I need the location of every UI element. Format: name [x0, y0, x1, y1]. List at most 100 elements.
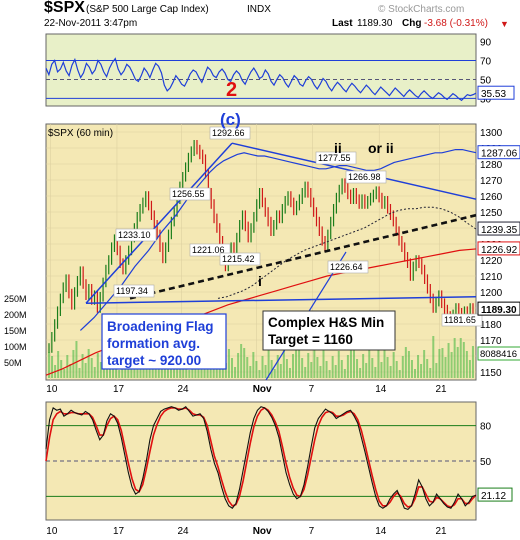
volume-bar: [267, 333, 270, 378]
volume-bar: [447, 343, 450, 378]
price-tick-label: 1270: [480, 176, 503, 187]
moving-average-line: [79, 149, 477, 331]
price-tick-label: 1150: [480, 368, 502, 379]
volume-bar: [432, 336, 435, 378]
volume-bar: [471, 346, 474, 378]
price-x-tick-label: 10: [46, 384, 58, 395]
volume-bar: [417, 355, 420, 378]
indicator-tick-label: 70: [480, 57, 492, 68]
broadening-upper-trendline: [85, 142, 233, 304]
volume-bar: [319, 366, 322, 378]
volume-bar: [374, 367, 377, 378]
broadening-flag-text: target ~ 920.00: [107, 353, 201, 368]
price-x-tick-label: 24: [177, 384, 189, 395]
volume-tick-label: 50M: [4, 358, 22, 368]
price-tick-label: 1170: [480, 336, 502, 347]
chg-value: -3.68 (-0.31%): [424, 18, 488, 29]
volume-bar: [285, 359, 288, 378]
volume-bar: [304, 367, 307, 378]
stochastic-fast-line: [45, 405, 477, 511]
volume-bar: [63, 369, 66, 378]
hs-target-text: Complex H&S Min: [268, 315, 384, 330]
price-label-box: [315, 151, 357, 165]
volume-bar: [90, 358, 93, 378]
volume-bar: [398, 370, 401, 378]
broadening-flag-text: formation avg.: [107, 336, 200, 351]
volume-bar: [270, 360, 273, 378]
price-label-box: [327, 260, 369, 274]
volume-bar: [237, 353, 240, 378]
volume-bar: [465, 351, 468, 378]
volume-bar: [133, 369, 136, 378]
volume-bar: [456, 347, 459, 378]
wave-or-ii-label: or ii: [368, 140, 394, 156]
price-label: 1266.98: [348, 172, 381, 182]
price-tick-label: 1280: [480, 160, 503, 171]
volume-bar: [331, 356, 334, 378]
volume-bar: [368, 349, 371, 378]
volume-bar: [255, 361, 258, 378]
volume-tick-label: 150M: [4, 326, 27, 336]
volume-bar: [383, 348, 386, 378]
wave-c-label: (c): [220, 110, 241, 129]
price-label: 1233.10: [118, 230, 151, 240]
volume-bar: [69, 364, 72, 378]
volume-bar: [84, 363, 87, 378]
volume-bar: [48, 352, 50, 378]
volume-bar: [462, 342, 465, 378]
price-x-tick-label: 17: [113, 384, 125, 395]
volume-bar: [435, 363, 438, 378]
volume-bar: [93, 367, 96, 378]
volume-bar: [301, 358, 304, 378]
price-tick-label: 1250: [480, 208, 503, 219]
volume-bar: [325, 361, 328, 378]
volume-bar: [313, 348, 316, 378]
volume-bar: [249, 366, 252, 378]
volume-bar: [353, 350, 355, 378]
bottom-value-tag: [477, 487, 513, 502]
price-label: 1197.34: [116, 286, 148, 296]
volume-bar: [264, 365, 267, 378]
price-axis-tag-text: 1189.30: [481, 305, 517, 316]
bottom-x-tick-label: 14: [375, 526, 387, 537]
volume-bar: [371, 358, 374, 378]
down-arrow-icon: ▼: [500, 19, 509, 29]
price-label: 1181.65: [444, 315, 476, 325]
price-tick-label: 1200: [480, 288, 503, 299]
stochastic-slow-line: [45, 406, 477, 508]
volume-bar: [203, 369, 206, 378]
price-label-box: [115, 228, 157, 242]
bottom-x-tick-label: 7: [309, 526, 315, 537]
volume-bar: [240, 344, 243, 378]
volume-bar: [362, 354, 365, 378]
watermark: © StockCharts.com: [378, 4, 465, 15]
volume-bar: [404, 347, 407, 378]
volume-bar: [57, 351, 60, 378]
volume-bar: [78, 368, 81, 378]
wave-i-label: i: [258, 273, 262, 289]
price-axis-tag: [477, 241, 520, 256]
index-name: (S&P 500 Large Cap Index): [86, 4, 209, 15]
volume-bar: [468, 360, 471, 378]
volume-bar: [81, 354, 84, 378]
bottom-tick-label: 80: [480, 422, 492, 433]
bottom-x-tick-label: Nov: [253, 526, 272, 537]
volume-last-tag: [477, 346, 520, 361]
volume-bar: [109, 366, 111, 378]
volume-bar: [194, 365, 197, 378]
bottom-x-tick-label: 10: [46, 526, 58, 537]
volume-bar: [179, 366, 182, 378]
volume-tick-label: 250M: [4, 294, 27, 304]
volume-bar: [389, 366, 392, 378]
volume-bar: [392, 352, 395, 378]
hs-target-text: Target = 1160: [268, 332, 353, 347]
volume-bar: [328, 370, 331, 378]
volume-bar: [343, 369, 346, 378]
broadening-flag-box: [101, 313, 227, 370]
bottom-tick-label: 50: [480, 457, 492, 468]
volume-bar: [337, 351, 340, 378]
price-label-box: [209, 126, 251, 140]
volume-bar: [459, 338, 462, 378]
price-label: 1215.42: [222, 254, 255, 264]
bottom-x-tick-label: 17: [113, 526, 125, 537]
